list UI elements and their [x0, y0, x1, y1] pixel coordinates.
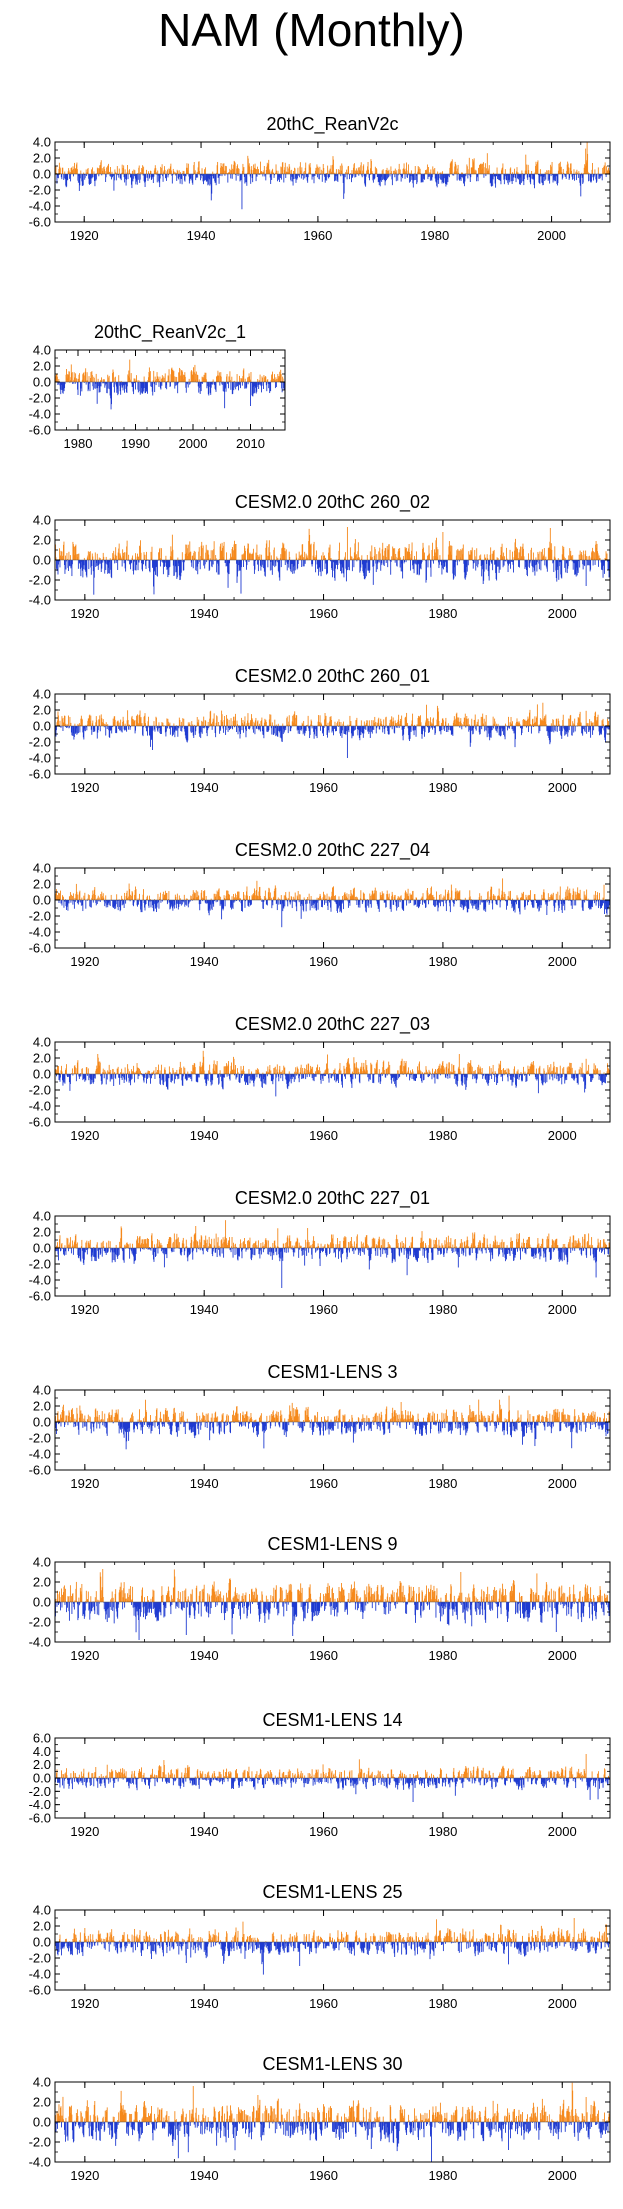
chart-4-ytick-label: 4.0: [33, 687, 51, 702]
chart-2-xtick-label: 1990: [121, 436, 150, 451]
chart-2-ytick-label: -6.0: [29, 423, 51, 438]
chart-1-ytick-label: -2.0: [29, 183, 51, 198]
chart-4-ytick-label: -4.0: [29, 751, 51, 766]
page-title: NAM (Monthly): [0, 2, 623, 58]
chart-4-bars: [54, 702, 610, 758]
chart-2: 20thC_ReanV2c_1 4.02.00.0-2.0-4.0-6.0 1980…: [29, 322, 286, 451]
chart-4-xtick-label: 1920: [70, 780, 99, 795]
chart-1-xtick-label: 1960: [303, 228, 332, 243]
chart-5-bars: [54, 878, 610, 928]
chart-3-xtick-label: 1960: [309, 606, 338, 621]
chart-3-ytick-label: 0.0: [33, 553, 51, 568]
chart-3-ytick-label: 2.0: [33, 533, 51, 548]
chart-5-title: CESM2.0 20thC 227_04: [235, 840, 430, 861]
chart-3-xtick-label: 1920: [70, 606, 99, 621]
chart-2-ytick-label: 0.0: [33, 375, 51, 390]
chart-1-ytick-label: 4.0: [33, 135, 51, 150]
chart-3-xtick-label: 1980: [428, 606, 457, 621]
chart-4-ytick-label: 0.0: [33, 719, 51, 734]
chart-2-xtick-label: 1980: [64, 436, 93, 451]
chart-4-frame: [54, 693, 611, 775]
chart-2-ytick-label: -2.0: [29, 391, 51, 406]
chart-1-title: 20thC_ReanV2c: [266, 114, 398, 135]
chart-4-ytick-label: -6.0: [29, 767, 51, 782]
chart-1-bars: [54, 142, 610, 210]
chart-2-xtick-label: 2010: [236, 436, 265, 451]
chart-4: CESM2.0 20thC 260_01 4.02.00.0-2.0-4.0-6.…: [29, 666, 611, 795]
chart-2-bars: [54, 359, 285, 410]
chart-4-ytick-label: -2.0: [29, 735, 51, 750]
chart-1-ytick-label: -6.0: [29, 215, 51, 230]
chart-4-xtick-label: 1960: [309, 780, 338, 795]
chart-2-ytick-label: 4.0: [33, 343, 51, 358]
chart-4-title: CESM2.0 20thC 260_01: [235, 666, 430, 687]
chart-1-ytick-label: -4.0: [29, 199, 51, 214]
chart-1-ytick-label: 2.0: [33, 151, 51, 166]
chart-4-xtick-label: 2000: [548, 780, 577, 795]
chart-1: 20thC_ReanV2c 4.02.00.0-2.0-4.0-6.0 1920 19…: [29, 114, 611, 243]
chart-1-xtick-label: 1920: [70, 228, 99, 243]
chart-1-xtick-label: 1940: [187, 228, 216, 243]
chart-4-ytick-label: 2.0: [33, 703, 51, 718]
chart-1-xtick-label: 1980: [420, 228, 449, 243]
chart-3: CESM2.0 20thC 260_02 4.0 2.0 0.0 -2.0 -4.0 192…: [29, 492, 611, 621]
chart-5: CESM2.0 20thC 227_044.02.00.0-2.0-4.0-6.…: [29, 840, 611, 969]
chart-3-xtick-label: 1940: [190, 606, 219, 621]
chart-1-xtick-label: 2000: [537, 228, 566, 243]
chart-3-bars: [54, 527, 610, 595]
chart-2-title: 20thC_ReanV2c_1: [94, 322, 246, 343]
chart-3-ytick-label: 4.0: [33, 513, 51, 528]
chart-1-frame: [54, 141, 611, 223]
chart-4-xtick-label: 1980: [428, 780, 457, 795]
chart-4-xtick-label: 1940: [190, 780, 219, 795]
chart-3-ytick-label: -4.0: [29, 593, 51, 608]
chart-3-xtick-label: 2000: [548, 606, 577, 621]
chart-2-ytick-label: -4.0: [29, 407, 51, 422]
chart-1-ytick-label: 0.0: [33, 167, 51, 182]
chart-2-xtick-label: 2000: [179, 436, 208, 451]
chart-3-ytick-label: -2.0: [29, 573, 51, 588]
chart-3-title: CESM2.0 20thC 260_02: [235, 492, 430, 513]
chart-2-ytick-label: 2.0: [33, 359, 51, 374]
